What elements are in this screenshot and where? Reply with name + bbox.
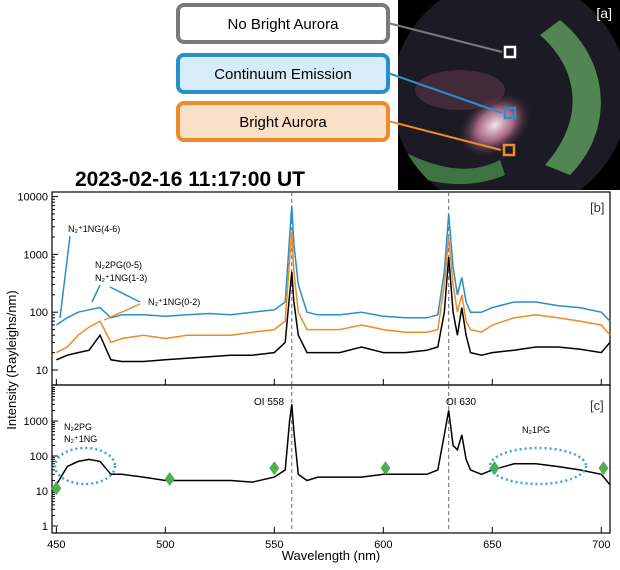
legend-arrow — [387, 72, 503, 114]
y-axis-label: Intensity (Rayleighs/nm) — [4, 290, 19, 429]
spectrum-line — [56, 231, 611, 354]
annotation: N₂2PG(0-5) — [95, 260, 142, 270]
annotation: N₂⁺1NG(0-2) — [148, 297, 200, 307]
legend-label: No Bright Aurora — [228, 16, 340, 33]
plot-frame — [51, 191, 611, 386]
y-tick-label: 100 — [30, 307, 48, 319]
y-tick-label: 1000 — [24, 416, 48, 428]
title: 2023-02-16 11:17:00 UT — [75, 168, 305, 191]
annotation: [b] — [590, 200, 604, 215]
x-tick-label: 500 — [156, 539, 174, 551]
legend-label: Continuum Emission — [214, 66, 352, 83]
marker — [598, 461, 609, 476]
annotation: N₂⁺1NG — [64, 434, 97, 444]
marker — [269, 461, 280, 476]
y-tick-label: 10 — [36, 486, 48, 498]
y-tick-label: 10 — [36, 365, 48, 377]
all-sky-image: [a] — [398, 0, 620, 190]
legend: No Bright Aurora Continuum Emission Bright… — [176, 3, 503, 151]
legend-label: Bright Aurora — [239, 114, 327, 131]
annotation-arrow — [59, 235, 71, 319]
spectrum-line — [56, 256, 611, 363]
spectrum-line — [55, 404, 611, 486]
annotation-arrow — [109, 286, 141, 303]
x-tick-label: 450 — [47, 539, 65, 551]
marker — [380, 461, 391, 476]
image-label: [a] — [596, 5, 612, 21]
annotation: N₂⁺1NG(1-3) — [95, 273, 147, 283]
annotation: OI 630 — [446, 397, 476, 408]
highlight-ellipse — [53, 446, 117, 486]
legend-arrow — [387, 120, 502, 151]
annotation: [c] — [590, 398, 604, 413]
plot-frame — [51, 384, 611, 534]
highlight-ellipse — [488, 446, 588, 486]
marker — [489, 461, 500, 476]
marker — [164, 472, 175, 487]
y-tick-label: 1000 — [24, 249, 48, 261]
annotation: N₂⁺1NG(4-6) — [68, 224, 120, 234]
annotation-arrow — [91, 284, 101, 303]
x-tick-label: 600 — [374, 539, 392, 551]
x-tick-label: 700 — [592, 539, 610, 551]
annotation: N₂1PG — [522, 425, 550, 435]
legend-arrow — [387, 22, 503, 53]
annotation-arrow — [103, 303, 141, 321]
marker — [51, 481, 62, 496]
x-tick-label: 650 — [483, 539, 501, 551]
annotation: N₂2PG — [64, 422, 92, 432]
y-tick-label: 10000 — [17, 192, 48, 204]
y-tick-label: 1 — [42, 521, 48, 533]
annotation: OI 558 — [254, 397, 284, 408]
spectrum-line — [55, 205, 611, 326]
x-tick-label: 550 — [265, 539, 283, 551]
y-tick-label: 100 — [30, 451, 48, 463]
x-axis-label: Wavelength (nm) — [282, 548, 381, 563]
